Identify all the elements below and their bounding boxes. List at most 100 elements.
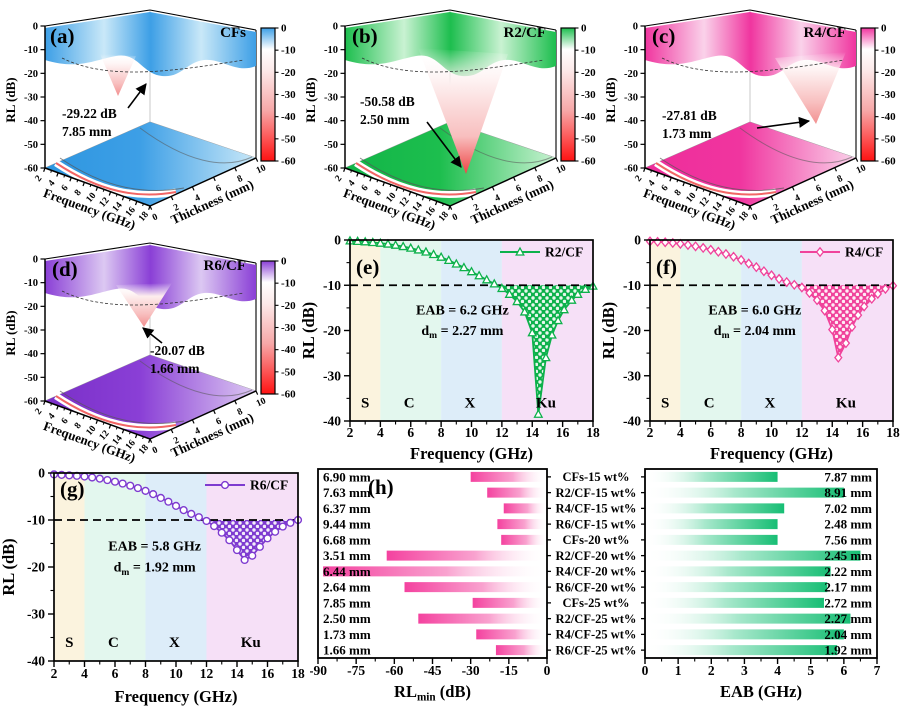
x-tick-label: 10 [169,666,183,681]
panel-h: 6.90 mm 7.63 mm 6.37 mm 9.44 mm 6.68 mm 3.51 … [310,465,902,714]
annotation-arrow [426,121,462,168]
x-tick-label: 8 [738,425,745,440]
colorbar-tick-label: 0 [581,23,587,35]
colorbar-tick-label: 0 [881,23,887,35]
colorbar-tick-label: -40 [281,111,296,123]
rl-surface [645,12,856,77]
legend-label: R2/CF [545,245,583,260]
colorbar-tick-label: -50 [281,366,296,378]
eab-tick-label: 7 [874,663,881,678]
thickness-label-left: 7.85 mm [323,595,371,610]
freq-tick-label: 18 [137,210,151,224]
panel-g-letter: (g) [60,477,85,501]
thickness-label-left: 6.68 mm [323,532,371,547]
x-axis-title: Frequency (GHz) [115,687,238,706]
y-tick-label: -30 [623,368,641,383]
colorbar-tick-label: -50 [281,133,296,145]
z-tick-label: -50 [24,373,38,384]
x-tick-label: 18 [291,666,305,681]
rlmin-bar-R2/CF-20 wt% [386,550,547,561]
rl-dip-funnel [100,54,136,96]
z-tick-label: 0 [33,255,38,266]
band-label-C: C [704,395,715,411]
colorbar-tick-label: -20 [581,67,596,79]
panel-c-letter: (c) [652,24,676,48]
thickness-tick-label: 8 [236,174,245,185]
category-label: CFs-20 wt% [562,533,629,547]
eab-tick-label: 1 [675,663,682,678]
panel-g: 2 4 6 8 10 12 14 16 18 0 -10 -20 -30 -40 Frequency (GH… [0,465,310,714]
thickness-tick-label: 4 [193,426,202,437]
eab-bar-R4/CF-20 wt% [645,566,831,577]
eab-tick-label: 5 [807,663,814,678]
rlmin-tick-label: -15 [500,663,518,678]
category-label: CFs-15 wt% [562,470,629,484]
freq-tick-label: 18 [137,443,151,457]
colorbar-tick-label: -10 [881,45,896,57]
freq-tick-label: 8 [373,188,384,198]
annotation-arrow [142,327,163,344]
colorbar-tick-label: -20 [281,300,296,312]
panel-c-sample-label: R4/CF [803,25,847,41]
rlmin-bar-R6/CF-15 wt% [497,519,547,530]
thickness-tick-label: 10 [555,163,568,176]
thickness-label-right: 7.56 mm [824,532,872,547]
thickness-tick-label: 0 [151,445,160,456]
colorbar-tick-label: -40 [881,111,896,123]
z-tick-label: -20 [324,69,338,80]
colorbar-tick-label: -10 [581,45,596,57]
eab-axis-title: EAB (GHz) [720,682,802,701]
thickness-label-right: 8.91 mm [824,485,872,500]
colorbar [560,27,576,162]
y-axis-title: RL (dB) [0,538,18,595]
annotation-rl-min: -29.22 dB [62,106,117,121]
rl-surface [45,245,256,310]
y-tick-label: -30 [27,607,45,622]
rlmin-bar-R6/CF-25 wt% [495,645,547,656]
colorbar [260,260,276,395]
eab-tick-label: 0 [642,663,649,678]
thickness-label-left: 9.44 mm [323,517,371,532]
eab-bar-R2/CF-15 wt% [645,487,844,498]
thickness-tick-label: 6 [515,183,524,194]
effective-absorption-fill [496,285,593,415]
colorbar-tick-label: -60 [281,156,296,168]
annotation-thickness: 7.85 mm [62,124,112,139]
z-tick-label: -60 [624,164,638,175]
y-tick-label: -40 [623,414,641,429]
thickness-tick-label: 4 [793,193,802,204]
z-tick-label: -60 [24,164,38,175]
panel-h-bar-charts: 6.90 mm7.63 mm6.37 mm9.44 mm6.68 mm3.51 … [310,468,881,704]
rlmin-bar-R4/CF-20 wt% [323,566,547,577]
z-tick-label: -50 [324,140,338,151]
rl-curve [649,240,894,361]
eab-bar-R2/CF-25 wt% [645,613,851,624]
panel-e-letter: (e) [356,255,380,279]
annotation-dm: dm = 1.92 mm [114,561,196,578]
band-label-X: X [465,395,476,411]
y-tick-label: -40 [323,414,341,429]
band-label-Ku: Ku [536,395,556,411]
y-tick-label: 0 [38,466,45,481]
eab-bar-R6/CF-25 wt% [645,645,838,656]
z-tick-label: 0 [33,22,38,33]
thickness-label-right: 2.45 mm [824,548,872,563]
band-label-X: X [169,635,180,651]
z-tick-label: -10 [624,45,638,56]
band-S [54,473,85,661]
thickness-tick-label: 0 [151,212,160,223]
z-tick-label: -20 [24,69,38,80]
panel-d-letter: (d) [52,257,78,281]
eab-bar-R6/CF-20 wt% [645,582,828,593]
annotation-eab: EAB = 6.0 GHz [708,304,801,319]
rlmin-bar-R6/CF-20 wt% [404,582,547,593]
x-tick-label: 4 [677,425,684,440]
y-tick-label: -40 [27,654,45,669]
panel-c: 0 -10 -20 -30 -40 -50 -60 RL (dB) 2 4 6 8 10 12 14 16 18… [600,0,902,233]
x-tick-label: 12 [795,425,809,440]
